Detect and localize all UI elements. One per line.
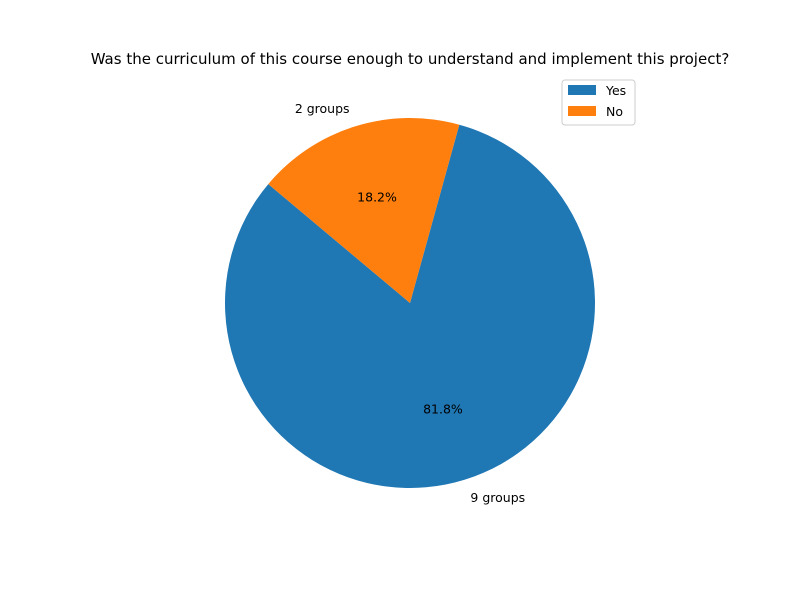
percent-label-yes: 81.8% xyxy=(423,401,463,416)
slice-label-no: 2 groups xyxy=(295,101,350,116)
percent-label-no: 18.2% xyxy=(357,190,397,205)
slice-label-yes: 9 groups xyxy=(470,490,525,505)
pie-labels: 81.8% 9 groups 18.2% 2 groups xyxy=(295,101,525,505)
legend-label-no: No xyxy=(606,104,623,119)
pie-slice-yes xyxy=(225,124,595,488)
legend-label-yes: Yes xyxy=(605,83,626,98)
pie-slices xyxy=(225,118,595,488)
chart-title: Was the curriculum of this course enough… xyxy=(91,50,730,68)
legend-swatch-yes xyxy=(568,85,596,95)
legend-swatch-no xyxy=(568,106,596,116)
legend: Yes No xyxy=(561,79,636,126)
pie-slice-no xyxy=(268,118,460,304)
